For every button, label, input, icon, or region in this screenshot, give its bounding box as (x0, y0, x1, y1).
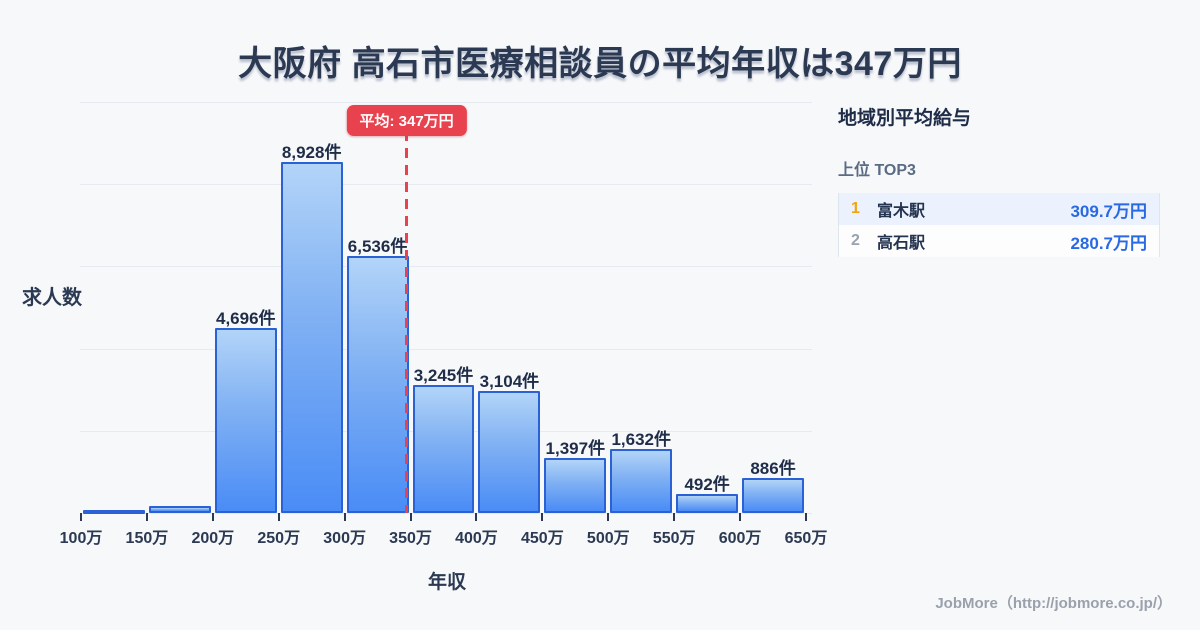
x-tick-mark (804, 513, 807, 521)
histogram-bar (280, 161, 343, 513)
x-tick-mark (343, 513, 346, 521)
region-panel-title: 地域別平均給与 (838, 108, 972, 129)
x-tick-label: 100万 (59, 530, 103, 547)
bar-value-label: 886件 (750, 459, 796, 479)
gridline (80, 513, 812, 514)
bar-value-label: 6,536件 (347, 236, 408, 256)
histogram-bar (148, 506, 211, 513)
bar-value-label: 8,928件 (281, 142, 342, 162)
histogram-bar (214, 328, 277, 513)
station-salary: 280.7万円 (1070, 233, 1147, 253)
station-salary: 309.7万円 (1070, 201, 1147, 221)
histogram-bar (478, 390, 541, 513)
ranking-list: 1 富木駅 309.7万円 2 高石駅 280.7万円 (838, 193, 1160, 257)
gridline (80, 102, 812, 103)
x-tick-mark (607, 513, 610, 521)
histogram-bar (742, 478, 804, 513)
x-tick-label: 500万 (586, 530, 630, 547)
x-tick-mark (475, 513, 478, 521)
x-tick-label: 300万 (323, 530, 366, 547)
x-tick-mark (541, 513, 544, 521)
bar-value-label: 492件 (684, 474, 730, 494)
ranking-row: 2 高石駅 280.7万円 (839, 225, 1159, 257)
y-axis-title: 求人数 (22, 287, 82, 309)
rank-number: 1 (851, 200, 860, 217)
x-tick-mark (277, 513, 280, 521)
ranking-row: 1 富木駅 309.7万円 (839, 193, 1159, 225)
histogram-bar (346, 255, 409, 513)
x-tick-label: 600万 (718, 530, 762, 547)
average-line (405, 131, 409, 513)
x-tick-mark (211, 513, 214, 521)
histogram-bar (610, 448, 673, 513)
bar-value-label: 3,245件 (413, 366, 474, 386)
footer-credit: JobMore（http://jobmore.co.jp/） (935, 595, 1172, 612)
bar-value-label: 4,696件 (215, 309, 276, 329)
x-tick-mark (145, 513, 148, 521)
x-tick-mark (409, 513, 412, 521)
x-tick-mark (739, 513, 742, 521)
bar-value-label: 3,104件 (479, 371, 540, 391)
region-salary-panel: 地域別平均給与 上位 TOP3 1 富木駅 309.7万円 2 高石駅 280.… (838, 103, 1160, 257)
histogram-bar (83, 509, 145, 514)
x-tick-label: 200万 (191, 530, 235, 547)
x-tick-label: 550万 (652, 530, 696, 547)
x-tick-mark (673, 513, 676, 521)
rank-number: 2 (851, 232, 860, 249)
station-name: 高石駅 (877, 235, 926, 252)
chart-title: 大阪府 高石市医療相談員の平均年収は347万円 (238, 45, 962, 83)
bar-value-label: 1,632件 (611, 429, 671, 449)
gridline (80, 348, 812, 350)
x-tick-label: 150万 (125, 530, 169, 547)
x-tick-mark (80, 513, 82, 521)
gridline (80, 266, 812, 268)
gridline (80, 184, 812, 186)
histogram-bar (676, 493, 739, 513)
region-panel-subtitle: 上位 TOP3 (838, 162, 916, 179)
average-badge: 平均: 347万円 (346, 105, 467, 136)
x-axis-title: 年収 (427, 572, 466, 593)
x-tick-label: 650万 (784, 530, 828, 547)
station-name: 富木駅 (877, 203, 926, 220)
x-tick-label: 400万 (455, 530, 498, 547)
x-tick-label: 350万 (389, 530, 432, 547)
x-tick-label: 450万 (521, 530, 564, 547)
histogram-bar (544, 458, 607, 513)
histogram-bar (412, 385, 475, 513)
bar-value-label: 1,397件 (545, 439, 606, 459)
x-tick-label: 250万 (257, 530, 301, 547)
